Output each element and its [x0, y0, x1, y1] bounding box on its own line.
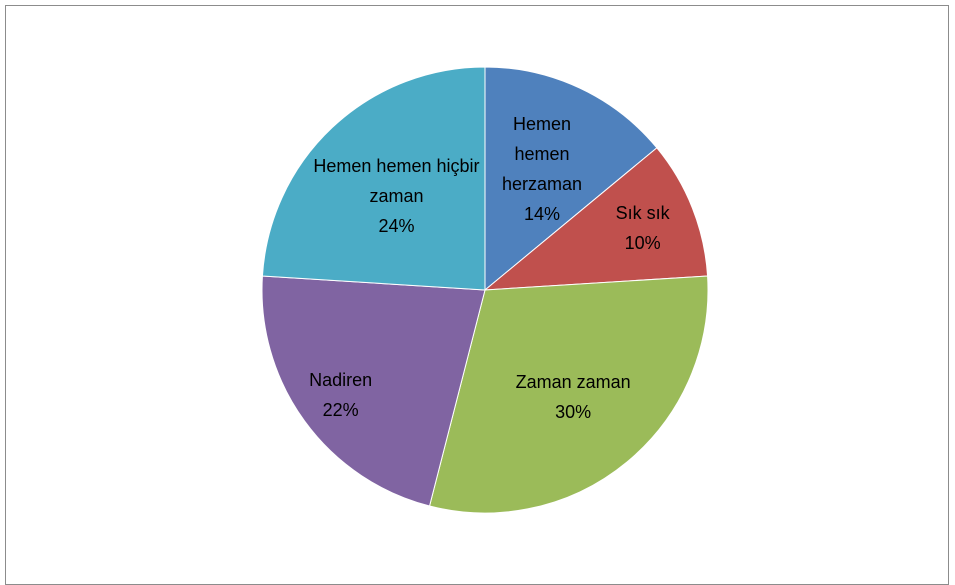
pie-slice — [261, 66, 486, 291]
slice-value: 22% — [322, 399, 359, 420]
slice-value: 10% — [624, 232, 661, 253]
slice-category: Hemen hemen hiçbir zaman — [313, 155, 480, 206]
slice-category: Hemen hemen herzaman — [501, 113, 582, 194]
slice-label: Hemen hemen hiçbir zaman 24% — [311, 151, 481, 241]
slice-label: Zaman zaman 30% — [483, 367, 663, 427]
pie-slice — [483, 147, 709, 291]
slice-value: 14% — [523, 203, 560, 224]
pie-slice — [428, 275, 709, 514]
slice-value: 30% — [555, 401, 592, 422]
pie-slice — [484, 66, 658, 292]
slice-label: Hemen hemen herzaman 14% — [492, 109, 592, 229]
slice-label: Sık sık 10% — [603, 198, 683, 258]
pie-slice — [261, 275, 486, 507]
slice-category: Nadiren — [309, 369, 373, 390]
slice-category: Zaman zaman — [515, 371, 631, 392]
slice-category: Sık sık — [615, 202, 670, 223]
slice-value: 24% — [378, 215, 415, 236]
slice-label: Nadiren 22% — [296, 365, 386, 425]
